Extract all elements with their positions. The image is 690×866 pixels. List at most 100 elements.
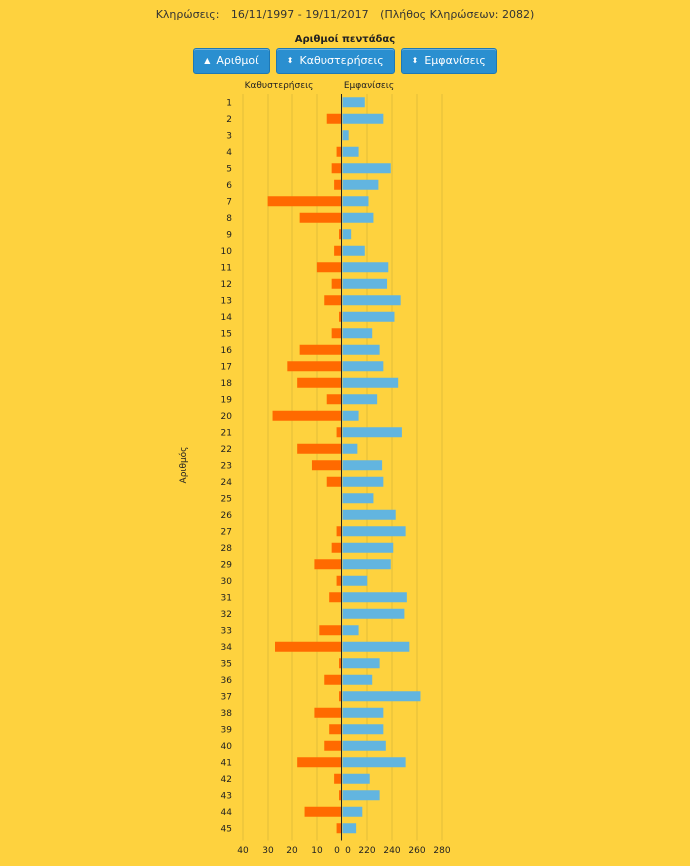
category-label: 45 (221, 824, 232, 834)
category-label: 1 (226, 98, 232, 108)
delay-bar (324, 740, 342, 751)
delay-bar (311, 460, 342, 471)
category-label: 31 (221, 593, 232, 603)
delay-bar (339, 658, 342, 669)
sort-by-appearances-label: Εμφανίσεις (424, 54, 486, 67)
category-label: 16 (221, 346, 233, 356)
right-tick-label: 220 (358, 846, 375, 856)
category-label: 5 (226, 164, 232, 174)
sort-by-appearances-button[interactable]: ⬍ Εμφανίσεις (400, 48, 497, 74)
appearance-bar (342, 691, 421, 702)
category-label: 7 (226, 197, 232, 207)
category-label: 2 (226, 115, 232, 125)
chart-title: Αριθμοί πεντάδας (294, 34, 396, 45)
delay-bar (334, 245, 342, 256)
category-label: 20 (221, 412, 233, 422)
delay-bar (314, 707, 342, 718)
appearance-bar (342, 559, 391, 570)
category-label: 13 (221, 296, 232, 306)
sort-by-delays-button[interactable]: ⬍ Καθυστερήσεις (275, 48, 395, 74)
delay-bar (297, 757, 342, 768)
delay-bar (339, 790, 342, 801)
delay-bar (339, 311, 342, 322)
category-label: 21 (221, 428, 232, 438)
category-label: 30 (221, 577, 233, 587)
appearance-bar (342, 361, 384, 372)
delay-bar (334, 773, 342, 784)
delay-bar (297, 443, 342, 454)
delay-bar (331, 163, 342, 174)
appearance-bar (342, 493, 374, 504)
delay-bar (336, 146, 342, 157)
delay-bar (287, 361, 342, 372)
delay-bar (299, 212, 342, 223)
date-range: 16/11/1997 - 19/11/2017 (230, 8, 369, 21)
category-label: 28 (221, 544, 233, 554)
appearance-bar (342, 130, 349, 141)
category-label: 34 (221, 643, 233, 653)
appearance-bar (342, 344, 380, 355)
draws-label: Κληρώσεις: (155, 8, 220, 21)
appearance-bar (342, 674, 373, 685)
appearance-bar (342, 509, 396, 520)
appearance-bar (342, 707, 384, 718)
sort-by-number-button[interactable]: ▲ Αριθμοί (193, 48, 270, 74)
appearance-bar (342, 262, 389, 273)
appearance-bar (342, 410, 359, 421)
appearance-bar (342, 526, 406, 537)
category-label: 44 (221, 808, 233, 818)
category-label: 37 (221, 692, 232, 702)
category-label: 33 (221, 626, 232, 636)
right-tick-label: 280 (433, 846, 450, 856)
category-label: 11 (221, 263, 232, 273)
delay-bar (326, 394, 342, 405)
delay-bar (336, 526, 342, 537)
category-label: 23 (221, 461, 232, 471)
category-label: 10 (221, 247, 233, 257)
appearance-bar (342, 295, 401, 306)
appearance-bar (342, 311, 395, 322)
right-tick-label: 240 (383, 846, 400, 856)
appearance-bar (342, 278, 388, 289)
category-label: 25 (221, 494, 232, 504)
category-label: 12 (221, 280, 232, 290)
category-label: 41 (221, 758, 232, 768)
category-label: 40 (221, 742, 233, 752)
category-label: 3 (226, 131, 232, 141)
delay-bar (336, 575, 342, 586)
appearance-bar (342, 608, 405, 619)
category-label: 36 (221, 676, 233, 686)
left-tick-label: 20 (286, 846, 298, 856)
appearance-bar (342, 542, 394, 553)
appearance-bar (342, 146, 359, 157)
category-label: 9 (226, 230, 232, 240)
category-label: 14 (221, 313, 233, 323)
delay-bar (339, 229, 342, 240)
delay-bar (314, 559, 342, 570)
appearance-bar (342, 476, 384, 487)
category-label: 17 (221, 362, 232, 372)
appearance-bar (342, 773, 370, 784)
delay-bar (304, 806, 342, 817)
delay-bar (275, 641, 342, 652)
category-label: 38 (221, 709, 233, 719)
category-label: 4 (226, 148, 232, 158)
sort-by-number-label: Αριθμοί (216, 54, 259, 67)
delay-bar (299, 344, 342, 355)
appearance-bar (342, 163, 391, 174)
left-tick-label: 40 (237, 846, 249, 856)
left-tick-label: 0 (334, 846, 340, 856)
category-label: 32 (221, 610, 232, 620)
delay-bar (316, 262, 342, 273)
appearance-bar (342, 245, 365, 256)
delay-bar (267, 196, 342, 207)
category-label: 39 (221, 725, 233, 735)
delay-bar (326, 113, 342, 124)
right-axis-title: Εμφανίσεις (344, 81, 394, 91)
delay-bar (324, 295, 342, 306)
category-label: 42 (221, 775, 232, 785)
appearance-bar (342, 229, 352, 240)
appearance-bar (342, 641, 410, 652)
category-label: 26 (221, 511, 233, 521)
